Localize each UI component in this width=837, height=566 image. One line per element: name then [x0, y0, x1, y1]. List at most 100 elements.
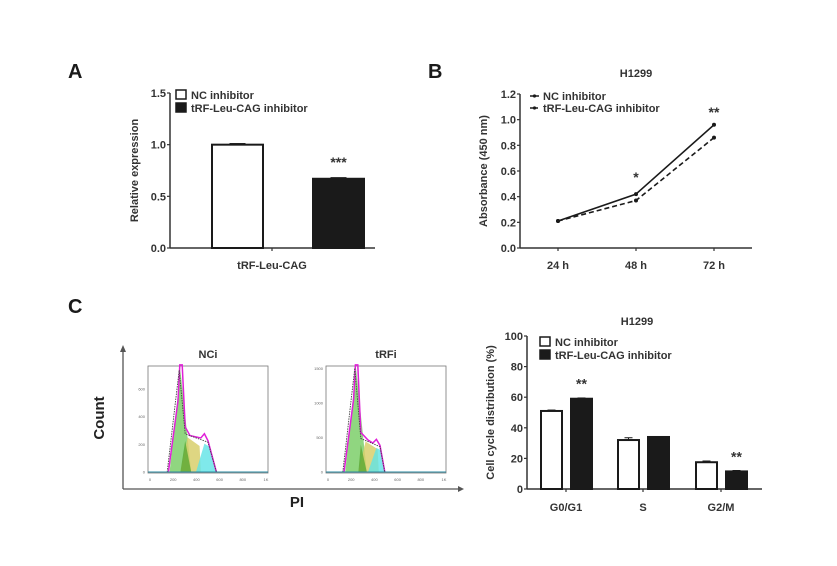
panel-c-histogram-trfi-x-tick-label: 800 — [417, 477, 424, 482]
panel-b-y-tick-label: 0.2 — [501, 217, 516, 229]
panel-a-significance-label: *** — [330, 154, 347, 170]
panel-c-histogram-nci-y-tick-label: 600 — [138, 387, 145, 392]
panel-c-bar-x-tick-label: G2/M — [708, 502, 735, 514]
panel-c-histogram-trfi-y-tick-label: 1000 — [314, 400, 324, 405]
panel-c-histogram-nci-overlap-area — [180, 440, 192, 472]
panel-c-bar-y-tick-label: 20 — [511, 453, 523, 465]
panel-c-histogram-trfi-g2m-area — [368, 447, 385, 472]
panel-c-histogram-nci-y-tick-label: 400 — [138, 414, 145, 419]
panel-a-legend-swatch — [175, 89, 187, 100]
panel-c-histogram-trfi-x-tick-label: 200 — [348, 477, 355, 482]
panel-a-y-tick-label: 0.0 — [151, 243, 166, 255]
panel-c-bar-y-tick-label: 100 — [505, 331, 523, 343]
panel-c-pi-axis-arrow — [458, 486, 464, 492]
panel-c-histogram-trfi-y-tick-label: 500 — [316, 435, 323, 440]
panel-b-y-tick-label: 1.0 — [501, 115, 516, 127]
panel-a-legend-label: NC inhibitor — [191, 90, 255, 102]
panel-c-histogram-nci-y-tick-label: 200 — [138, 442, 145, 447]
panel-c-histogram-nci-g2m-area — [196, 443, 217, 472]
panel-letter-c: C — [68, 296, 82, 318]
panel-c-bar-y-tick-label: 0 — [517, 484, 523, 496]
panel-c-histogram-nci-fit-envelope — [167, 364, 218, 473]
panel-b-point-trf — [712, 135, 716, 140]
panel-b-legend-label: NC inhibitor — [543, 91, 607, 103]
panel-c-histogram-nci-x-tick-label: 0 — [149, 477, 152, 482]
panel-c-histogram-nci-x-tick-label: 1K — [264, 477, 269, 482]
panel-b-y-tick-label: 1.2 — [501, 89, 516, 101]
panel-b-y-axis-label: Absorbance (450 nm) — [478, 115, 490, 227]
panel-b-x-tick-label: 24 h — [547, 260, 569, 272]
panel-a-chart: 0.0 0.5 1.0 1.5 Relative expression tRF-Leu-C… — [129, 88, 375, 272]
panel-b-x-tick-label: 72 h — [703, 260, 725, 272]
panel-a-legend-swatch — [175, 102, 187, 113]
panel-c-histogram-trfi-x-tick-label: 0 — [327, 477, 330, 482]
panel-c-histogram-trfi-data-line — [342, 367, 386, 473]
panel-c-histogram-nci-x-tick-label: 400 — [193, 477, 200, 482]
panel-letter-b: B — [428, 61, 442, 83]
panel-c-bar-x-tick-label: G0/G1 — [550, 502, 582, 514]
panel-a-y-tick-label: 1.0 — [151, 140, 166, 152]
panel-c-bar-title: H1299 — [621, 316, 653, 328]
panel-c-histogram-trfi-title: tRFi — [375, 349, 396, 361]
panel-c-bar-significance-label: ** — [731, 448, 742, 464]
panel-c-bar-x-tick-label: S — [639, 502, 646, 514]
panel-c-count-label: Count — [91, 396, 108, 439]
panel-c-pi-label: PI — [290, 494, 304, 511]
panel-c-bar-trf — [725, 470, 748, 490]
panel-c-histogram-trfi-x-tick-label: 400 — [371, 477, 378, 482]
panel-b-point-trf — [556, 219, 560, 224]
panel-b-significance-label: ** — [709, 104, 720, 120]
panel-c-histogram-trfi-x-tick-label: 1K — [442, 477, 447, 482]
panel-b-significance-label: * — [633, 169, 639, 185]
panel-c-histogram-nci-x-tick-label: 600 — [216, 477, 223, 482]
panel-c-bar-nc — [540, 409, 563, 490]
panel-c-histogram-trfi-frame — [325, 365, 447, 474]
panel-c-histogram-nci-title: NCi — [199, 349, 218, 361]
panel-b-x-tick-label: 48 h — [625, 260, 647, 272]
panel-a-bar-nc — [211, 143, 264, 250]
panel-a-y-axis-label: Relative expression — [129, 119, 141, 223]
panel-c-bar-y-tick-label: 40 — [511, 423, 523, 435]
panel-c-bar-chart: 0 20 40 60 80 100 Cell cycle distribution (%) H… — [485, 316, 762, 514]
panel-b-y-tick-label: 0.0 — [501, 243, 516, 255]
panel-a-bar-trf — [312, 177, 365, 249]
panel-b-legend-marker — [532, 106, 537, 110]
panel-c-count-axis-arrow — [120, 345, 126, 352]
panel-c-bar-legend-label: tRF-Leu-CAG inhibitor — [555, 350, 672, 362]
panel-c-histogram-trfi-x-tick-label: 600 — [394, 477, 401, 482]
panel-c-histogram-trfi-y-tick-label: 1500 — [314, 366, 324, 371]
panel-b-point-trf — [634, 198, 638, 203]
panel-b-legend-label: tRF-Leu-CAG inhibitor — [543, 103, 660, 115]
panel-c-bar-y-tick-label: 80 — [511, 362, 523, 374]
panel-c-bar-significance-label: ** — [576, 376, 587, 392]
panel-c-bar-legend-swatch — [539, 336, 551, 347]
panel-b-legend-marker — [532, 94, 537, 98]
panel-c-histogram-nci-data-line — [166, 370, 217, 473]
panel-a-x-axis-label: tRF-Leu-CAG — [237, 260, 307, 272]
panel-a-y-tick-label: 0.5 — [151, 191, 166, 203]
panel-c-flow-histograms: Count PI NCi 0 200 400 600 800 1K 0 200 400 600 tRFi 0… — [91, 345, 464, 511]
panel-b-chart: 0.0 0.2 0.4 0.6 0.8 1.0 1.2 Absorbance (450 nm)… — [478, 68, 752, 272]
panel-b-title: H1299 — [620, 68, 652, 80]
panel-c-bar-nc — [695, 461, 718, 491]
panel-c-bar-trf — [647, 435, 670, 491]
panel-c-histogram-nci-y-tick-label: 0 — [143, 470, 146, 475]
panel-b-y-tick-label: 0.8 — [501, 140, 516, 152]
panel-c-histogram-trfi-g1-area — [345, 368, 367, 472]
panel-c-histogram-nci-x-tick-label: 200 — [170, 477, 177, 482]
panel-c-histogram-trfi-fit-envelope — [343, 364, 386, 473]
panel-a-legend-label: tRF-Leu-CAG inhibitor — [191, 103, 308, 115]
panel-c-bar-legend-swatch — [539, 349, 551, 360]
panel-letter-a: A — [68, 61, 82, 83]
panel-c-histogram-nci-x-tick-label: 800 — [239, 477, 246, 482]
panel-c-histogram-trfi-y-tick-label: 0 — [321, 470, 324, 475]
panel-b-point-nc — [712, 122, 716, 127]
panel-b-point-nc — [634, 192, 638, 197]
panel-c-bar-trf — [570, 397, 593, 491]
panel-b-y-tick-label: 0.6 — [501, 166, 516, 178]
panel-c-bar-nc — [617, 439, 640, 491]
panel-c-histogram-trfi-overlap-area — [358, 444, 367, 472]
panel-c-bar-y-axis-label: Cell cycle distribution (%) — [485, 345, 497, 480]
panel-c-bar-legend-label: NC inhibitor — [555, 337, 619, 349]
